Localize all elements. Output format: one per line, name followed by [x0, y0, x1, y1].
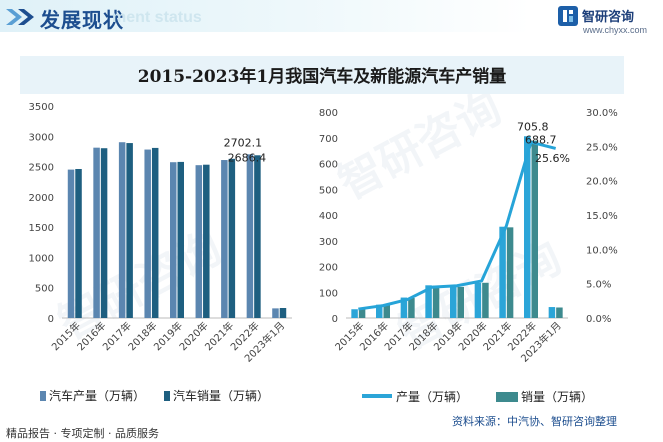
y2-tick-label: 30.0% [586, 108, 618, 119]
bar-sales [75, 168, 82, 318]
bar-production [67, 169, 75, 318]
data-source: 资料来源：中汽协、智研咨询整理 [452, 415, 617, 428]
bar-nev-sales [556, 307, 563, 318]
bar-nev-production [524, 136, 531, 318]
ratio-line [358, 140, 557, 311]
y-tick-label: 500 [319, 185, 338, 196]
legend-label: 汽车产量（万辆） [49, 388, 145, 403]
nev-production-sales-chart: 0 100 200 300 400 500 600 700 800 0.0% 5.0% 10.0% 15… [319, 108, 618, 404]
y-tick-label: 3000 [29, 132, 54, 143]
page-title: 发展现状 [40, 8, 124, 32]
y-tick-label: 1500 [29, 223, 54, 234]
bar-sales [254, 155, 261, 318]
y-tick-label: 100 [319, 288, 338, 299]
y2-tick-label: 5.0% [586, 280, 611, 291]
bar-production [272, 308, 279, 318]
y2-tick-label: 0.0% [586, 314, 611, 325]
logo-icon [558, 6, 578, 26]
y-tick-label: 600 [319, 160, 338, 171]
bar-production [144, 149, 151, 318]
logo-url: www.chyxx.com [583, 25, 648, 35]
bar-nev-production [351, 309, 358, 318]
y2-tick-label: 20.0% [586, 177, 618, 188]
bar-sales [228, 158, 236, 318]
bar-production [118, 142, 126, 318]
bar-sales [151, 147, 159, 318]
bar-sales [177, 161, 184, 318]
legend-label: 汽车销量（万辆） [173, 388, 269, 403]
y-tick-label: 200 [319, 263, 338, 274]
page-subtitle: ment status [112, 9, 202, 26]
bar-nev-production [400, 297, 408, 318]
y-tick-label: 300 [319, 237, 338, 248]
header-bar [0, 0, 663, 32]
bar-nev-sales [482, 282, 489, 318]
bar-nev-sales [408, 297, 415, 318]
data-label: 2686.4 [228, 151, 267, 164]
y-tick-label: 700 [319, 134, 338, 145]
bar-nev-sales [506, 227, 514, 318]
bar-nev-sales [457, 286, 464, 318]
logo-name: 智研咨询 [582, 10, 635, 25]
legend-label: 产量（万辆） [396, 390, 468, 404]
y-tick-label: 400 [319, 211, 338, 222]
bar-production [170, 162, 177, 318]
bar-nev-production [474, 282, 482, 318]
y-tick-label: 3500 [29, 102, 54, 113]
bar-sales [279, 308, 287, 318]
bar-nev-production [376, 304, 383, 318]
footer-tagline: 精品报告 · 专项定制 · 品质服务 [6, 427, 159, 440]
legend-swatch [496, 392, 518, 402]
bar-production [195, 165, 203, 318]
chart-title-band [20, 56, 624, 94]
legend-label: 销量（万辆） [521, 390, 593, 404]
y-tick-label: 0 [48, 314, 54, 325]
bar-nev-production [425, 285, 432, 318]
y-tick-label: 0 [332, 314, 338, 325]
bar-production [246, 154, 254, 318]
y2-tick-label: 15.0% [586, 211, 618, 222]
data-label: 705.8 [517, 120, 549, 133]
data-label: 688.7 [525, 134, 557, 147]
legend-swatch [164, 391, 170, 401]
y-tick-label: 500 [35, 284, 54, 295]
bar-sales [126, 143, 133, 318]
bar-nev-sales [432, 285, 440, 318]
y-tick-label: 800 [319, 108, 338, 119]
bar-sales [100, 148, 108, 318]
bar-production [93, 147, 100, 318]
vehicle-production-sales-chart: 05001000150020002500300035002015年2016年20… [29, 102, 292, 403]
header-chevron-icon [6, 9, 34, 25]
bar-sales [203, 164, 210, 318]
data-label: 2702.1 [224, 136, 263, 149]
y-tick-label: 1000 [29, 253, 54, 264]
y2-tick-label: 25.0% [586, 142, 618, 153]
bar-nev-production [548, 307, 556, 318]
bar-nev-production [499, 226, 506, 318]
y2-tick-label: 10.0% [586, 245, 618, 256]
y-tick-label: 2000 [29, 193, 54, 204]
bar-production [221, 160, 228, 318]
y-tick-label: 2500 [29, 163, 54, 174]
data-label: 25.6% [535, 152, 570, 165]
bar-nev-sales [531, 140, 538, 318]
chart-title: 2015-2023年1月我国汽车及新能源汽车产销量 [137, 67, 507, 87]
bar-nev-production [450, 286, 457, 318]
bar-nev-sales [358, 309, 366, 318]
legend-swatch [40, 391, 46, 401]
bar-nev-sales [383, 304, 390, 318]
